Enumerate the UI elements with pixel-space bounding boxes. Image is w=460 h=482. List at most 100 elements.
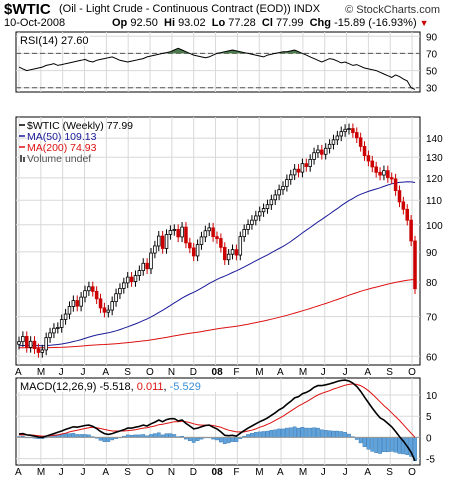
candle-body	[145, 262, 149, 270]
candle-body	[273, 194, 277, 201]
candle-body	[83, 290, 87, 298]
candle-body	[17, 341, 21, 345]
macd-histogram-bar	[156, 432, 161, 438]
candle-body	[172, 229, 177, 231]
candle-body	[323, 147, 328, 155]
macd-histogram-bar	[300, 427, 305, 438]
macd-histogram-bar	[347, 433, 351, 438]
open-value: 92.50	[130, 17, 158, 29]
brand-watermark: © StockCharts.com	[345, 4, 440, 16]
x-axis-bottom-label: O	[146, 467, 154, 478]
macd-legend-sep: ,	[164, 381, 170, 393]
candle-body	[137, 270, 142, 276]
macd-histogram-bar	[168, 433, 173, 438]
price-tick-label: 80	[426, 278, 438, 289]
candle-body	[223, 246, 227, 261]
candle-body	[393, 178, 398, 192]
rsi-tick-label: 90	[426, 32, 438, 43]
x-axis-mid-label: J	[59, 367, 64, 378]
macd-tick-label: 0	[426, 433, 432, 444]
candle-body	[397, 190, 402, 203]
x-axis-mid-label: 08	[212, 367, 224, 378]
x-axis-bottom-label: D	[190, 467, 197, 478]
candle-body	[215, 236, 219, 239]
candle-body	[304, 163, 309, 167]
x-axis-bottom-label: A	[102, 467, 109, 478]
candle-body	[36, 348, 41, 353]
candle-body	[409, 219, 413, 242]
candle-body	[362, 145, 367, 157]
macd-histogram-bar	[308, 427, 313, 438]
candle-body	[188, 242, 192, 249]
macd-histogram-bar	[67, 433, 72, 438]
quote-date: 10-Oct-2008	[4, 17, 66, 29]
macd-histogram-bar	[331, 430, 336, 438]
x-axis-mid-label: M	[299, 367, 307, 378]
candle-body	[141, 262, 145, 271]
candle-body	[343, 128, 347, 133]
candle-body	[195, 244, 200, 257]
macd-legend-hist: -5.529	[170, 381, 201, 393]
candle-body	[160, 235, 165, 249]
x-axis-mid-label: J	[343, 367, 348, 378]
candle-body	[327, 143, 332, 149]
symbol-description: (Oil - Light Crude - Continuous Contract…	[59, 3, 321, 15]
candle-body	[164, 234, 169, 249]
candle-body	[347, 128, 351, 131]
x-axis-mid-label: S	[386, 367, 393, 378]
macd-histogram-bar	[281, 428, 285, 438]
candle-body	[79, 296, 83, 307]
price-tick-label: 120	[426, 174, 443, 185]
macd-histogram-bar	[102, 437, 107, 442]
price-tick-label: 110	[426, 196, 442, 207]
candle-body	[203, 230, 208, 238]
change-label: Chg	[309, 17, 331, 29]
open-label: Op	[112, 17, 128, 29]
x-axis-middle: A M J J A S O N D 08 F M A M J J A S O	[15, 367, 416, 378]
price-tick-label: 60	[426, 352, 438, 363]
x-axis-bottom-label: O	[408, 467, 416, 478]
price-tick-label: 130	[426, 153, 443, 164]
macd-tick-label: 5	[426, 412, 432, 423]
candle-body	[176, 229, 180, 238]
candle-body	[238, 236, 243, 256]
macd-legend: MACD(12,26,9) -5.518, 0.011, -5.529	[20, 381, 201, 393]
x-axis-bottom: A M J J A S O N D 08 F M A M J J A S O	[15, 467, 416, 478]
candle-body	[382, 170, 386, 176]
candle-body	[28, 340, 33, 348]
x-axis-mid-label: M	[255, 367, 263, 378]
x-axis-bottom-label: A	[277, 467, 284, 478]
candle-body	[32, 340, 37, 350]
candle-body	[254, 215, 258, 221]
x-axis-bottom-label: J	[343, 467, 348, 478]
macd-histogram-bar	[288, 427, 293, 438]
macd-histogram-bar	[269, 430, 274, 438]
x-axis-bottom-label: A	[15, 467, 22, 478]
x-axis-bottom-label: M	[299, 467, 307, 478]
macd-histogram-bar	[327, 430, 332, 438]
candle-body	[219, 238, 223, 248]
macd-histogram-bar	[312, 427, 316, 438]
macd-histogram-bar	[153, 433, 157, 438]
candle-body	[114, 293, 118, 302]
volume-icon	[23, 157, 25, 162]
macd-histogram-bar	[250, 432, 254, 438]
x-axis-bottom-label: J	[321, 467, 326, 478]
candle-body	[149, 252, 153, 270]
macd-histogram-bar	[257, 431, 262, 438]
macd-histogram-bar	[335, 430, 340, 438]
candle-body	[242, 229, 246, 238]
macd-histogram-bar	[343, 432, 347, 438]
price-legend-item: MA(200) 74.93	[27, 142, 97, 154]
candle-body	[378, 171, 382, 176]
macd-legend-signal: 0.011	[137, 381, 164, 393]
macd-tick-label: -5	[426, 455, 435, 466]
down-triangle-icon: ▼	[419, 18, 429, 28]
rsi-tick-label: 70	[426, 49, 438, 60]
close-value: 77.99	[275, 17, 304, 29]
candle-body	[281, 185, 285, 191]
candle-body	[226, 253, 231, 261]
ohlc-readout: Op 92.50 Hi 93.02 Lo 77.28 Cl 77.99 Chg …	[112, 17, 429, 29]
candle-body	[289, 174, 293, 180]
candle-body	[351, 128, 355, 133]
